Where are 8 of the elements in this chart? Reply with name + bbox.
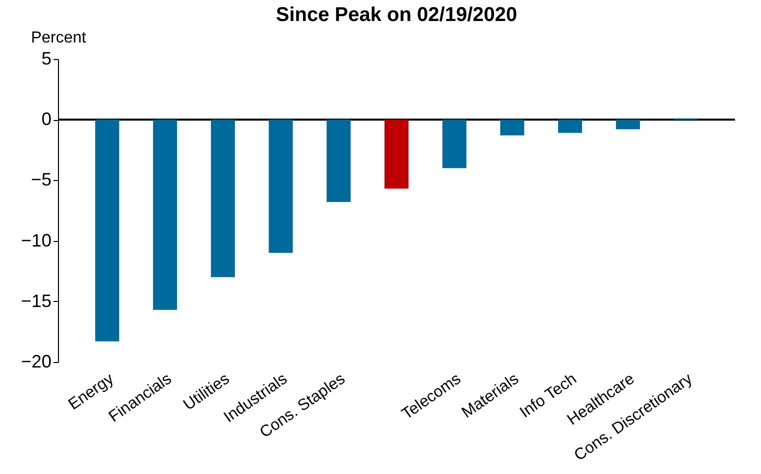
y-tick-label: 0 (41, 109, 52, 130)
y-tick-label: −15 (20, 290, 52, 311)
y-tick-label: −20 (20, 352, 52, 372)
y-axis-title: Percent (30, 30, 87, 46)
chart-title: Since Peak on 02/19/2020 (276, 4, 518, 26)
y-tick-label: −10 (20, 230, 52, 250)
y-tick-label: 5 (41, 48, 52, 68)
y-tick-label: −5 (30, 170, 52, 190)
